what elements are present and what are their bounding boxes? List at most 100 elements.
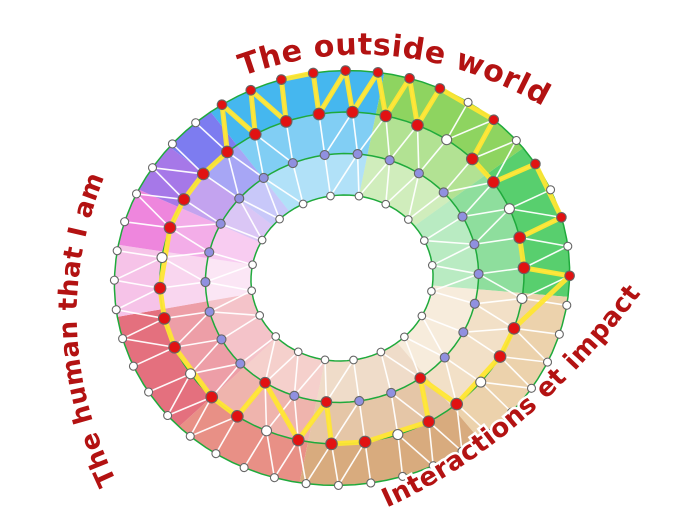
graph-node[interactable] [289, 390, 300, 401]
graph-node[interactable] [258, 172, 269, 183]
graph-node[interactable] [211, 449, 221, 459]
graph-node[interactable] [185, 431, 195, 441]
graph-node[interactable] [386, 387, 397, 398]
graph-node[interactable] [235, 358, 246, 369]
graph-node[interactable] [118, 334, 128, 344]
graph-node[interactable] [109, 275, 119, 285]
node-highlighted[interactable] [564, 270, 575, 282]
graph-node[interactable] [120, 217, 130, 227]
graph-node[interactable] [167, 139, 177, 149]
graph-node[interactable] [413, 168, 424, 179]
graph-node[interactable] [200, 276, 211, 288]
graph-node[interactable] [204, 306, 215, 317]
graph-node[interactable] [215, 218, 226, 229]
graph-node[interactable] [563, 241, 573, 251]
graph-node[interactable] [483, 428, 493, 438]
graph-node[interactable] [463, 97, 473, 107]
node-highlighted[interactable] [488, 114, 500, 126]
graph-node[interactable] [333, 480, 343, 490]
graph-node[interactable] [511, 135, 521, 146]
graph-node[interactable] [128, 361, 138, 371]
graph-node[interactable] [469, 239, 480, 250]
graph-node[interactable] [271, 332, 281, 341]
graph-node[interactable] [417, 311, 427, 321]
node-highlighted[interactable] [163, 221, 177, 234]
graph-node[interactable] [427, 260, 437, 270]
graph-node[interactable] [516, 292, 528, 304]
graph-node[interactable] [439, 352, 450, 363]
node-highlighted[interactable] [465, 152, 479, 166]
node-highlighted[interactable] [153, 281, 167, 295]
graph-node[interactable] [131, 189, 142, 199]
node-highlighted[interactable] [434, 83, 446, 94]
graph-node[interactable] [234, 193, 245, 204]
graph-node[interactable] [147, 163, 158, 173]
graph-node[interactable] [475, 376, 487, 388]
graph-node[interactable] [260, 425, 273, 437]
graph-node[interactable] [428, 461, 438, 471]
node-highlighted[interactable] [556, 212, 567, 223]
graph-node[interactable] [376, 347, 386, 357]
graph-node[interactable] [247, 286, 257, 296]
graph-node[interactable] [354, 395, 365, 407]
graph-node[interactable] [301, 479, 311, 489]
node-highlighted[interactable] [216, 99, 228, 111]
graph-node[interactable] [542, 357, 553, 367]
node-highlighted[interactable] [513, 231, 527, 244]
graph-node[interactable] [144, 387, 154, 397]
node-highlighted[interactable] [291, 433, 305, 447]
graph-node[interactable] [204, 247, 215, 258]
node-highlighted[interactable] [220, 145, 234, 159]
graph-node[interactable] [354, 191, 364, 201]
graph-node[interactable] [427, 286, 436, 296]
node-highlighted[interactable] [507, 322, 521, 335]
node-highlighted[interactable] [168, 340, 181, 354]
graph-node[interactable] [398, 471, 408, 481]
node-highlighted[interactable] [248, 127, 262, 141]
graph-node[interactable] [111, 305, 121, 315]
node-highlighted[interactable] [196, 167, 210, 181]
graph-node[interactable] [163, 410, 173, 421]
graph-node[interactable] [457, 211, 468, 222]
graph-node[interactable] [384, 155, 395, 166]
graph-node[interactable] [255, 311, 265, 320]
graph-node[interactable] [392, 429, 404, 441]
node-highlighted[interactable] [279, 115, 293, 128]
node-highlighted[interactable] [530, 158, 541, 170]
node-highlighted[interactable] [205, 390, 219, 404]
node-highlighted[interactable] [307, 67, 319, 79]
graph-node[interactable] [562, 300, 572, 310]
node-highlighted[interactable] [372, 67, 384, 78]
node-highlighted[interactable] [422, 415, 436, 429]
graph-node[interactable] [326, 191, 335, 201]
graph-node[interactable] [419, 236, 429, 245]
graph-node[interactable] [366, 478, 376, 488]
node-highlighted[interactable] [487, 175, 500, 189]
node-highlighted[interactable] [411, 118, 424, 132]
graph-node[interactable] [239, 463, 249, 473]
graph-node[interactable] [269, 473, 279, 483]
node-highlighted[interactable] [414, 372, 427, 384]
graph-node[interactable] [298, 199, 308, 209]
graph-node[interactable] [403, 215, 413, 224]
node-highlighted[interactable] [379, 109, 393, 123]
graph-node[interactable] [469, 298, 480, 309]
node-highlighted[interactable] [450, 397, 464, 411]
node-highlighted[interactable] [230, 409, 244, 423]
graph-node[interactable] [554, 329, 564, 339]
graph-node[interactable] [457, 446, 467, 456]
node-highlighted[interactable] [346, 105, 359, 119]
graph-node[interactable] [257, 235, 267, 245]
node-highlighted[interactable] [493, 350, 507, 363]
node-highlighted[interactable] [245, 84, 257, 96]
graph-node[interactable] [185, 368, 197, 380]
graph-node[interactable] [473, 268, 484, 280]
node-highlighted[interactable] [358, 435, 372, 449]
graph-node[interactable] [248, 260, 257, 270]
node-highlighted[interactable] [404, 73, 415, 84]
graph-node[interactable] [438, 187, 449, 198]
node-highlighted[interactable] [320, 396, 333, 408]
graph-node[interactable] [400, 332, 409, 342]
graph-node[interactable] [216, 334, 227, 345]
graph-node[interactable] [287, 158, 298, 169]
